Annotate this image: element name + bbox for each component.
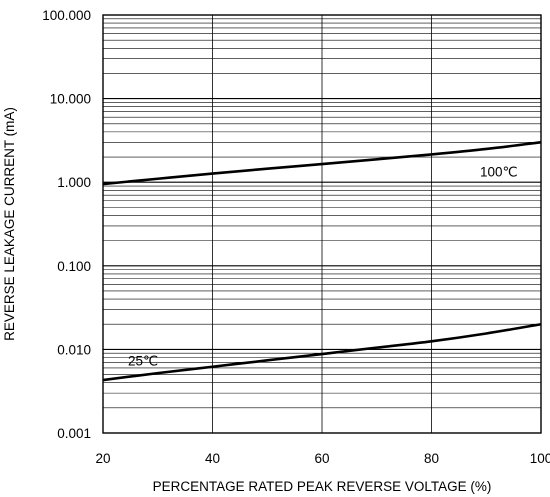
x-tick-label: 60	[314, 451, 329, 466]
series-label: 100℃	[480, 165, 518, 180]
y-tick-label: 0.001	[57, 426, 91, 441]
x-tick-label: 100	[530, 451, 550, 466]
y-tick-label: 0.010	[57, 342, 91, 357]
series-line	[102, 322, 542, 382]
plot-frame	[102, 14, 542, 434]
y-tick-label: 1.000	[57, 175, 91, 190]
y-tick-label: 0.100	[57, 259, 91, 274]
x-tick-label: 40	[205, 451, 220, 466]
series-layer: 100℃ 25℃	[102, 141, 542, 382]
x-tick-label: 20	[95, 451, 110, 466]
x-axis-title: PERCENTAGE RATED PEAK REVERSE VOLTAGE (%…	[153, 479, 492, 494]
series-line	[102, 141, 542, 186]
y-tick-label: 10.000	[50, 92, 91, 107]
major-gridlines	[102, 14, 542, 434]
series-label: 25℃	[128, 354, 158, 369]
y-tick-labels: 0.001 0.010 0.100 1.000 10.000 100.000	[42, 8, 91, 441]
x-tick-label: 80	[424, 451, 439, 466]
y-tick-label: 100.000	[42, 8, 91, 23]
x-tick-labels: 20 40 60 80 100	[95, 451, 550, 466]
y-axis-title: REVERSE LEAKAGE CURRENT (mA)	[2, 107, 17, 341]
